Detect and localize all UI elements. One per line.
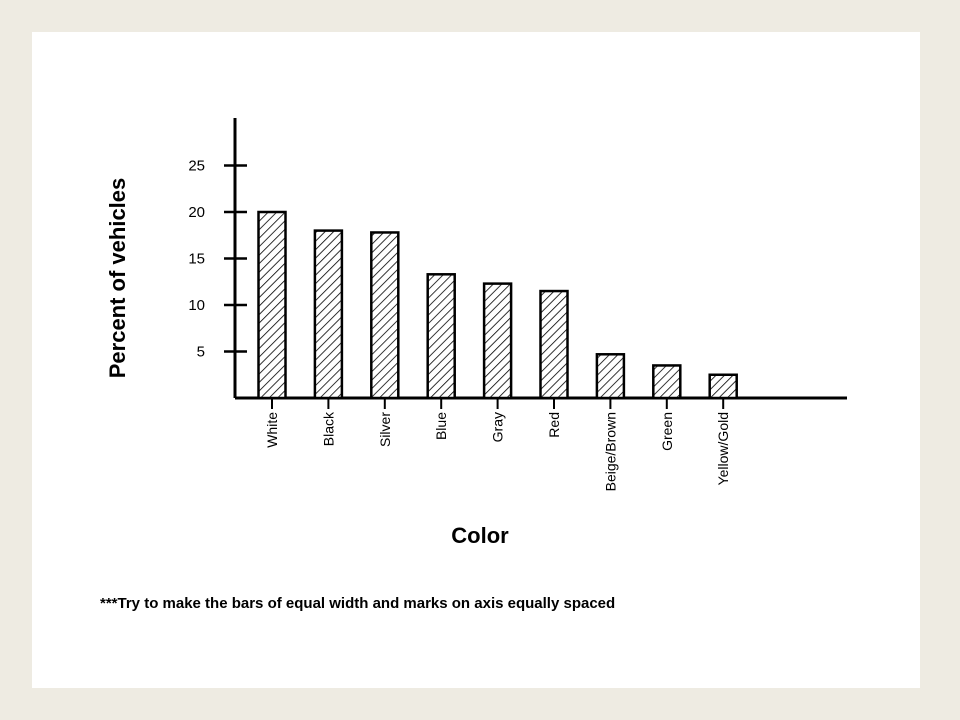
y-tick-label: 15 (188, 251, 205, 268)
bar-green (652, 364, 682, 400)
x-tick-label: White (264, 412, 280, 448)
y-tick-label: 10 (188, 297, 205, 314)
x-tick-label: Red (546, 412, 562, 438)
y-tick-label: 5 (197, 344, 205, 361)
bar-beige-brown (595, 353, 626, 400)
x-tick-label: Black (320, 411, 336, 446)
bar-silver (370, 231, 400, 400)
x-tick-label: Silver (377, 412, 393, 447)
x-tick-label: Beige/Brown (602, 412, 618, 491)
bar-chart: 5 10 15 20 25 White Black Silver Blue Gray Red Bei… (105, 118, 847, 548)
y-tick-label: 25 (188, 158, 205, 175)
x-ticks: White Black Silver Blue Gray Red Beige/Brown Gr… (264, 398, 731, 491)
bar-red (539, 289, 569, 400)
slide: 5 10 15 20 25 White Black Silver Blue Gray Red Bei… (32, 32, 920, 688)
x-tick-label: Yellow/Gold (715, 412, 731, 485)
x-tick-label: Gray (490, 412, 506, 442)
y-tick-label: 20 (188, 204, 205, 221)
bar-gray (482, 282, 513, 400)
x-tick-label: Green (659, 412, 675, 451)
x-axis-title: Color (451, 523, 509, 548)
bar-white (257, 210, 287, 400)
x-tick-label: Blue (433, 412, 449, 440)
bars (257, 210, 738, 400)
y-axis-title: Percent of vehicles (105, 178, 130, 379)
bar-yellow-gold (708, 373, 738, 400)
instruction-note: ***Try to make the bars of equal width a… (100, 595, 616, 612)
bar-blue (426, 273, 456, 400)
bar-black (313, 229, 344, 400)
y-ticks: 5 10 15 20 25 (188, 158, 247, 361)
